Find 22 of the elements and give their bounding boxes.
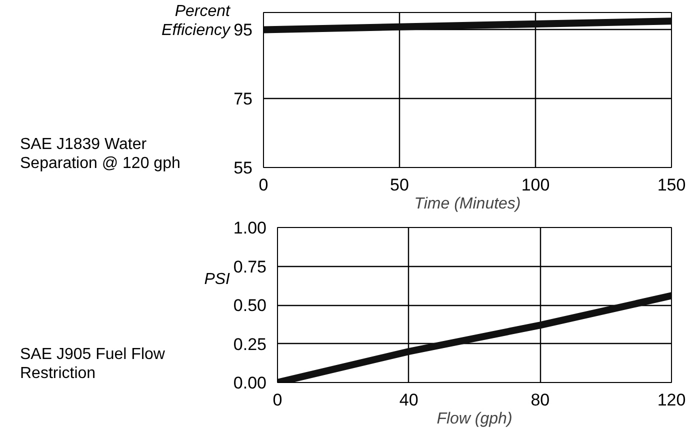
- y-tick-label: 0.00: [233, 374, 267, 392]
- x-tick-label: 150: [657, 176, 686, 194]
- x-tick-label: 40: [399, 390, 418, 410]
- x-axis-title: Time (Minutes): [414, 196, 521, 212]
- x-tick-label: 80: [530, 390, 550, 410]
- y-axis-title: PSI: [204, 270, 230, 289]
- x-tick-label: 100: [521, 176, 550, 194]
- y-tick-label: 75: [234, 90, 253, 109]
- y-tick-label: 0.75: [233, 257, 267, 276]
- y-tick-label: 95: [234, 20, 253, 40]
- y-axis-title: Percent Efficiency: [162, 2, 230, 40]
- text: SAE J905 Fuel Flow Restriction: [20, 345, 165, 383]
- y-tick-label: 1.00: [233, 218, 267, 238]
- x-tick-label: 120: [657, 390, 686, 410]
- text: SAE J1839 Water Separation @ 120 gph: [20, 135, 180, 173]
- x-tick-label: 0: [258, 176, 268, 194]
- y-tick-label: 0.25: [233, 334, 267, 354]
- y-tick-label: 55: [234, 158, 253, 178]
- x-tick-label: 0: [272, 390, 282, 410]
- y-tick-label: 0.50: [233, 296, 267, 315]
- x-axis-title: Flow (gph): [436, 410, 512, 428]
- x-tick-label: 50: [390, 176, 409, 194]
